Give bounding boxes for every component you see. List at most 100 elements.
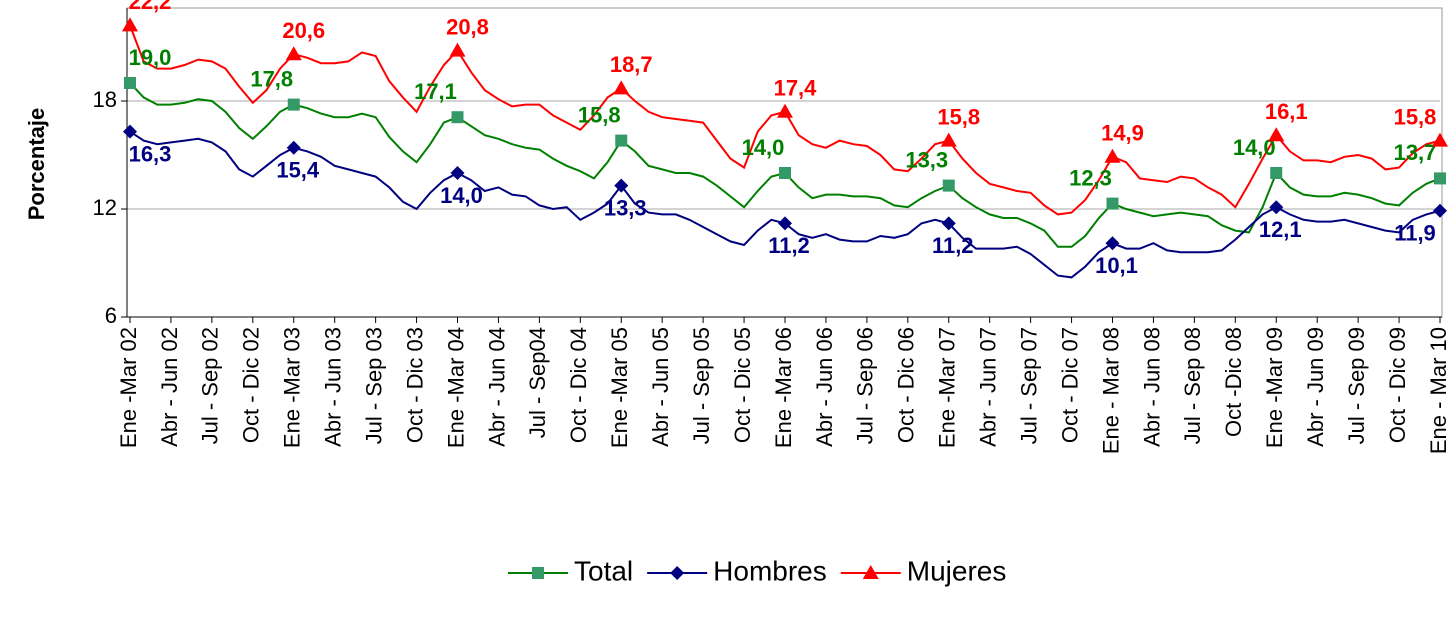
marker bbox=[1106, 197, 1119, 210]
marker bbox=[1105, 236, 1120, 251]
x-tick-label: Jul - Sep 09 bbox=[1344, 327, 1369, 444]
marker bbox=[614, 178, 629, 193]
y-tick-label: 6 bbox=[105, 303, 117, 328]
x-tick-label: Abr - Jun 06 bbox=[812, 327, 837, 447]
y-axis-label: Porcentaje bbox=[24, 108, 49, 221]
x-tick-label: Abr - Jun 05 bbox=[648, 327, 673, 447]
marker bbox=[1432, 132, 1448, 147]
data-label: 17,8 bbox=[250, 66, 293, 91]
x-tick-label: Oct - Dic 03 bbox=[402, 327, 427, 443]
marker bbox=[862, 565, 879, 579]
marker bbox=[124, 77, 136, 89]
data-label: 16,3 bbox=[129, 141, 172, 166]
data-label: 11,2 bbox=[932, 233, 974, 258]
data-label: 12,3 bbox=[1069, 165, 1112, 190]
marker bbox=[778, 216, 792, 231]
legend-item: Mujeres bbox=[840, 555, 1007, 586]
marker bbox=[670, 566, 685, 580]
x-tick-label: Jul - Sep 07 bbox=[1016, 327, 1041, 444]
y-tick-label: 12 bbox=[93, 195, 117, 220]
marker bbox=[532, 567, 544, 579]
data-label: 13,3 bbox=[905, 147, 948, 172]
legend-label: Mujeres bbox=[907, 555, 1007, 586]
data-label: 19,0 bbox=[129, 45, 172, 70]
marker bbox=[779, 167, 791, 179]
data-label: 11,2 bbox=[768, 233, 810, 258]
x-tick-label: Ene -Mar 03 bbox=[280, 327, 305, 448]
marker bbox=[613, 80, 630, 95]
data-label: 17,4 bbox=[774, 76, 818, 101]
x-tick-label: Abr - Jun 04 bbox=[484, 327, 509, 447]
x-tick-label: Ene - Mar 08 bbox=[1098, 327, 1123, 454]
x-tick-label: Oct - Dic 05 bbox=[730, 327, 755, 443]
x-tick-label: Jul - Sep 03 bbox=[361, 327, 386, 444]
marker bbox=[1268, 127, 1285, 142]
y-tick-label: 18 bbox=[93, 87, 117, 112]
data-label: 13,7 bbox=[1394, 140, 1437, 165]
marker bbox=[287, 98, 300, 111]
legend-item: Hombres bbox=[647, 555, 827, 586]
marker bbox=[941, 216, 956, 231]
data-label: 16,1 bbox=[1265, 99, 1308, 124]
legend-label: Total bbox=[574, 555, 633, 586]
marker bbox=[450, 166, 465, 180]
x-tick-label: Jul - Sep 02 bbox=[198, 327, 223, 444]
x-tick-label: Ene -Mar 07 bbox=[935, 327, 960, 448]
x-tick-label: Oct - Dic 02 bbox=[239, 327, 264, 443]
plot-area bbox=[126, 7, 1443, 318]
data-label: 14,0 bbox=[440, 183, 483, 208]
data-label: 18,7 bbox=[610, 52, 653, 77]
x-tick-label: Ene - Mar 10 bbox=[1426, 327, 1449, 454]
marker bbox=[777, 103, 793, 118]
data-label: 14,0 bbox=[742, 135, 785, 160]
data-label: 13,3 bbox=[604, 195, 647, 220]
marker bbox=[451, 111, 464, 124]
x-tick-label: Oct - Dic 07 bbox=[1057, 327, 1082, 443]
marker bbox=[1434, 172, 1446, 185]
data-label: 20,8 bbox=[446, 14, 489, 39]
marker bbox=[123, 124, 137, 139]
x-tick-label: Ene -Mar 04 bbox=[443, 327, 468, 448]
marker bbox=[1269, 200, 1284, 215]
marker bbox=[615, 134, 628, 147]
x-tick-label: Ene -Mar 06 bbox=[771, 327, 796, 448]
x-tick-label: Oct - Dic 04 bbox=[566, 327, 591, 443]
data-label: 14,0 bbox=[1233, 135, 1276, 160]
legend-label: Hombres bbox=[713, 555, 827, 586]
marker bbox=[1433, 203, 1447, 218]
x-tick-label: Ene -Mar 09 bbox=[1262, 327, 1287, 448]
data-label: 22,2 bbox=[129, 0, 172, 14]
series-line bbox=[129, 25, 1441, 216]
x-tick-label: Oct - Dic 09 bbox=[1385, 327, 1410, 443]
data-label: 20,6 bbox=[282, 18, 325, 43]
data-label: 12,1 bbox=[1259, 217, 1302, 242]
data-label: 15,8 bbox=[937, 104, 980, 129]
data-label: 15,4 bbox=[276, 158, 320, 183]
x-tick-label: Oct -Dic 08 bbox=[1221, 327, 1246, 437]
marker bbox=[940, 132, 957, 147]
x-tick-label: Abr - Jun 02 bbox=[157, 327, 182, 447]
data-label: 11,9 bbox=[1394, 221, 1436, 246]
marker bbox=[1270, 167, 1283, 179]
x-tick-label: Oct - Dic 06 bbox=[894, 327, 919, 443]
x-tick-label: Abr - Jun 07 bbox=[976, 327, 1001, 447]
x-tick-label: Jul - Sep 08 bbox=[1180, 327, 1205, 444]
marker bbox=[1104, 148, 1121, 163]
marker bbox=[286, 140, 301, 155]
x-tick-label: Ene -Mar 02 bbox=[116, 327, 141, 448]
x-tick-label: Jul - Sep04 bbox=[525, 327, 550, 438]
data-label: 14,9 bbox=[1101, 121, 1144, 146]
x-tick-label: Ene -Mar 05 bbox=[607, 327, 632, 448]
marker bbox=[449, 42, 466, 57]
x-tick-label: Jul - Sep 05 bbox=[689, 327, 714, 444]
x-tick-label: Abr - Jun 03 bbox=[321, 327, 346, 447]
x-tick-label: Abr - Jun 09 bbox=[1303, 327, 1328, 447]
x-tick-label: Jul - Sep 06 bbox=[853, 327, 878, 444]
data-label: 17,1 bbox=[414, 79, 457, 104]
legend-item: Total bbox=[508, 555, 633, 586]
marker bbox=[285, 46, 302, 61]
data-label: 10,1 bbox=[1095, 253, 1138, 278]
data-label: 15,8 bbox=[578, 102, 621, 127]
marker bbox=[942, 179, 955, 192]
